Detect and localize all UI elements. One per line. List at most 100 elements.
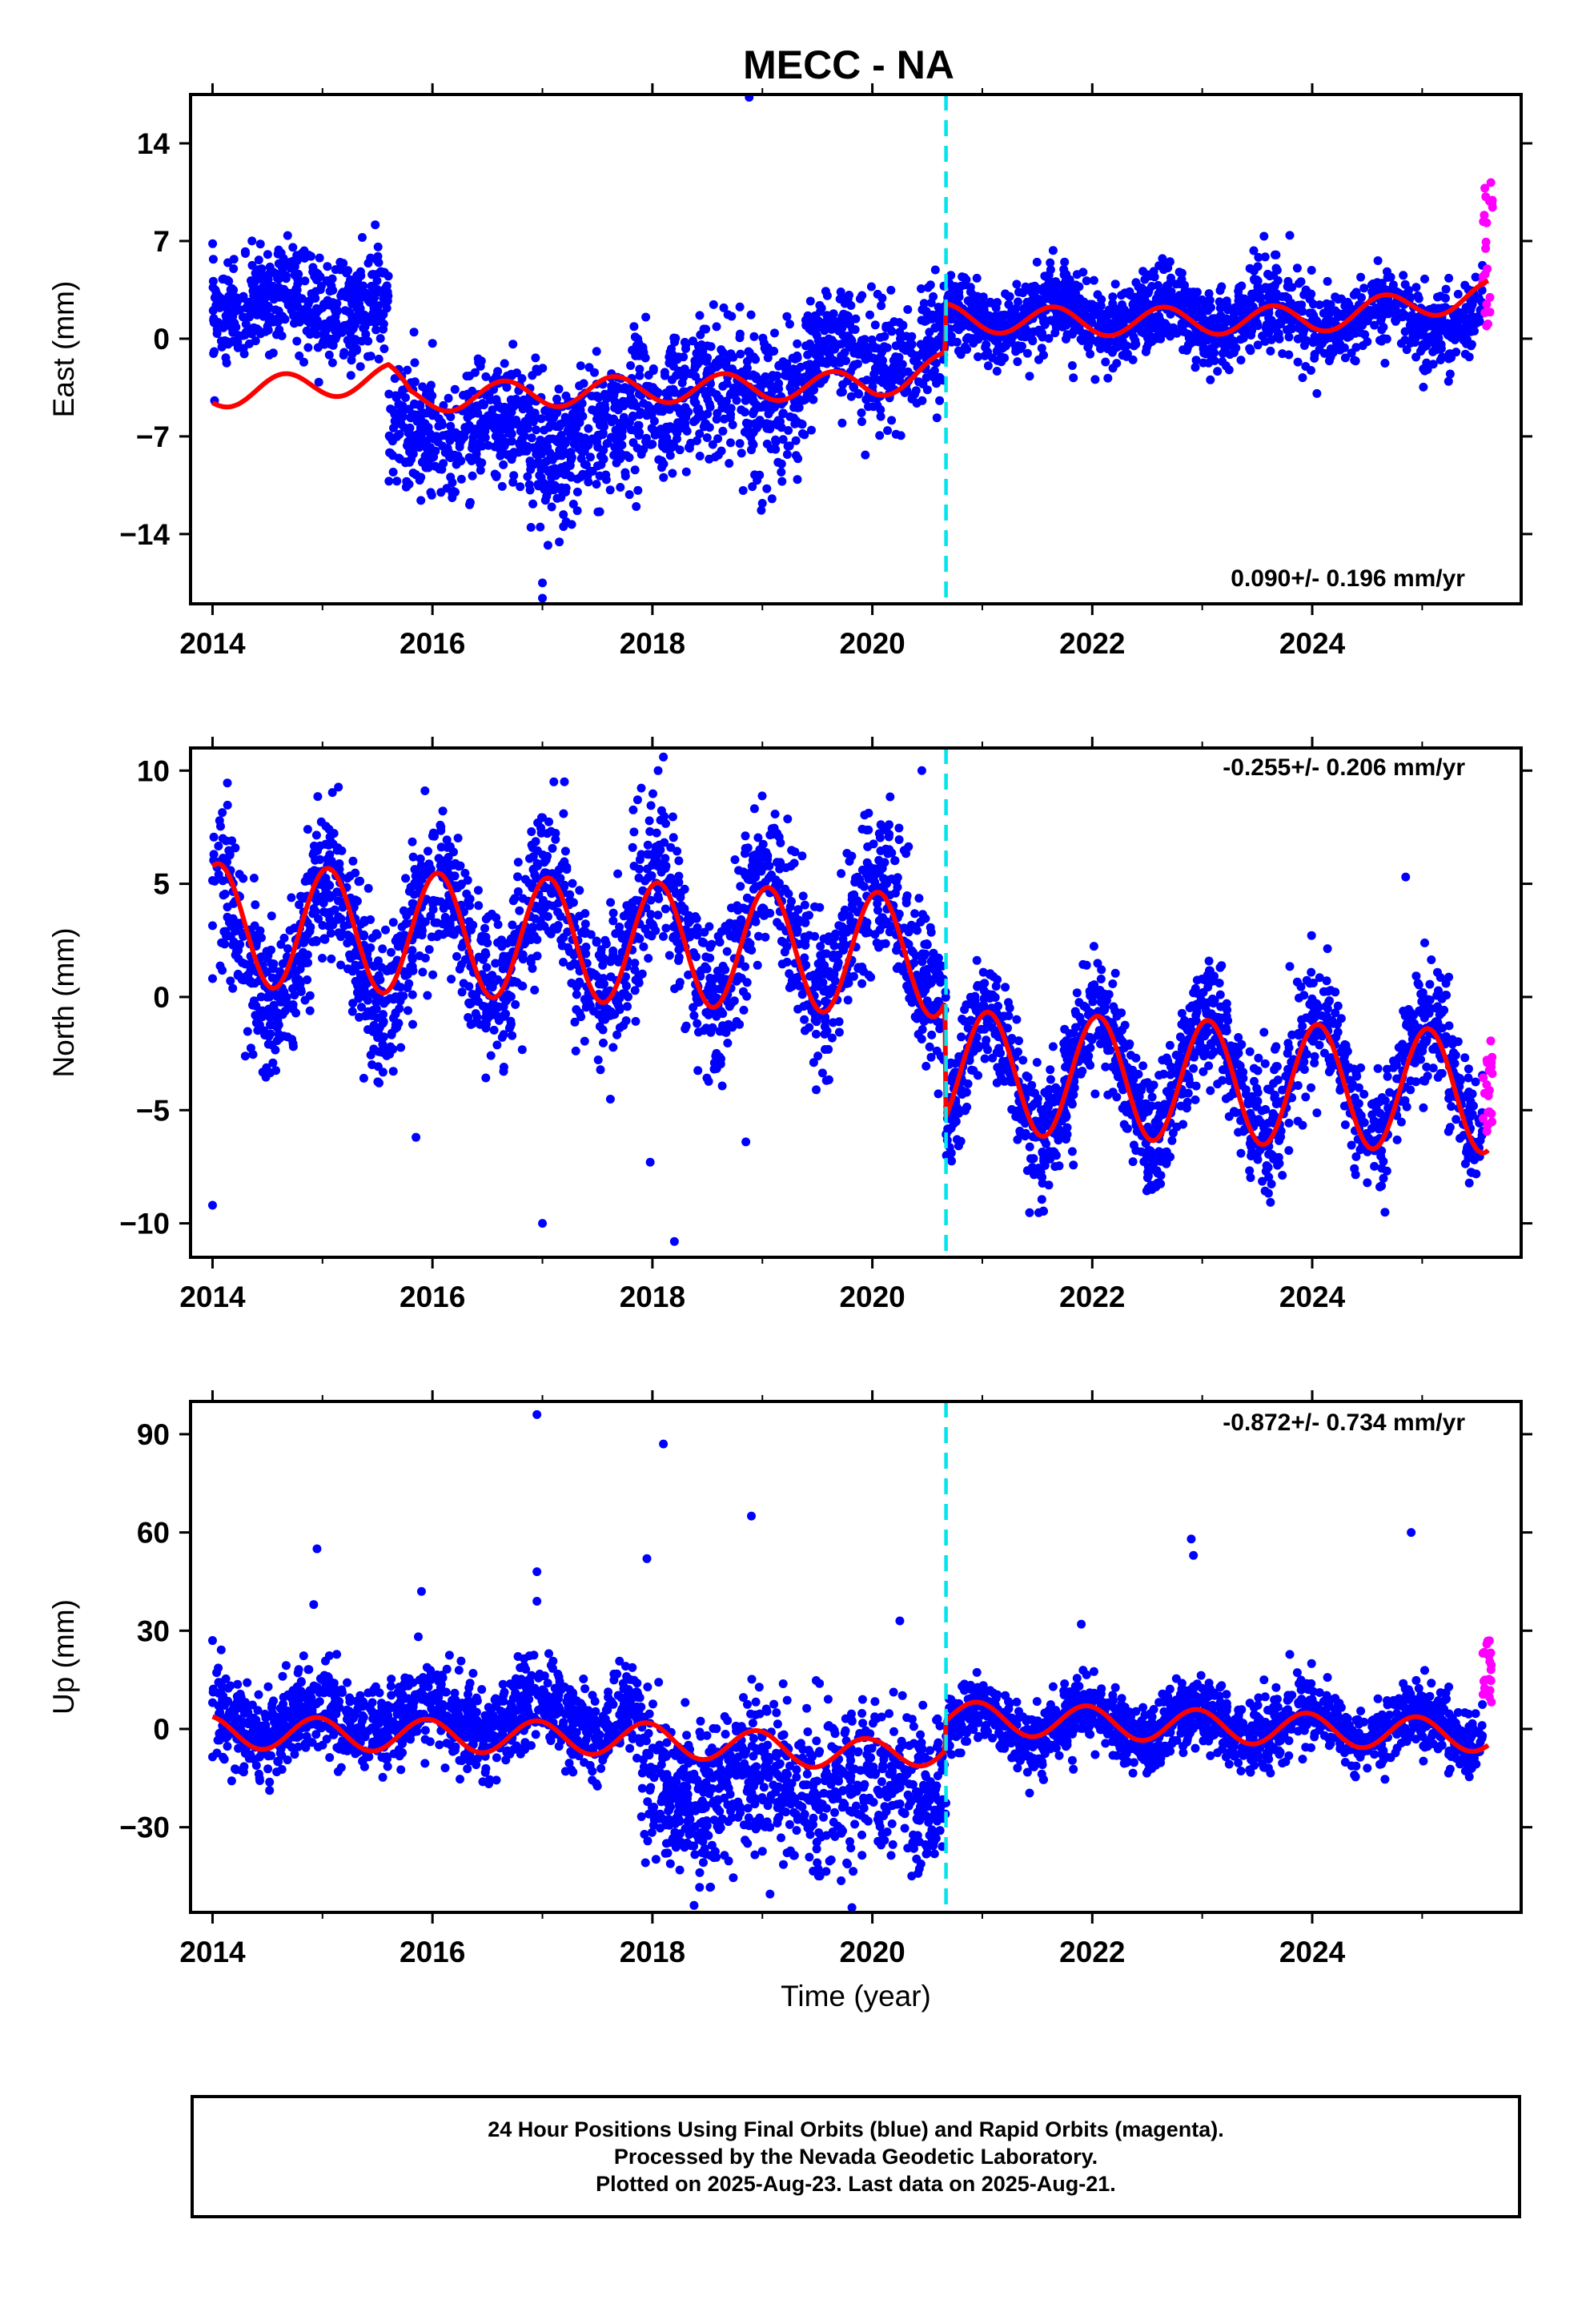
final-point	[876, 412, 885, 421]
final-point	[1120, 342, 1130, 352]
final-point	[403, 365, 412, 375]
final-point	[305, 1006, 315, 1015]
final-point	[1162, 281, 1171, 291]
final-point	[875, 431, 885, 440]
final-point	[408, 1019, 417, 1029]
final-point	[767, 382, 776, 392]
final-point	[718, 381, 728, 391]
final-point	[836, 388, 845, 397]
final-point	[584, 477, 593, 487]
final-point	[668, 812, 677, 822]
final-point	[726, 388, 736, 398]
final-point	[628, 438, 638, 448]
final-point	[790, 847, 800, 857]
final-point	[512, 419, 520, 428]
final-point	[299, 357, 308, 367]
final-point	[401, 393, 410, 402]
final-point	[1444, 273, 1454, 283]
final-point	[424, 463, 433, 472]
final-point	[384, 431, 394, 440]
final-point	[838, 935, 848, 944]
final-point	[416, 854, 425, 863]
final-point	[1434, 304, 1443, 313]
east-rapid-points	[1478, 178, 1497, 331]
final-point	[1460, 280, 1470, 290]
final-point	[464, 452, 474, 462]
final-point	[1151, 334, 1161, 344]
final-point	[394, 1019, 404, 1028]
final-point	[643, 850, 652, 859]
final-point	[874, 855, 884, 865]
final-point	[619, 384, 628, 394]
final-point	[431, 446, 440, 456]
final-point	[1097, 295, 1106, 304]
final-point	[635, 410, 644, 420]
final-point	[245, 312, 254, 322]
final-point	[1012, 279, 1022, 289]
final-point	[1046, 265, 1055, 275]
final-point	[1143, 331, 1153, 340]
final-point	[1375, 279, 1384, 288]
final-point	[575, 886, 584, 895]
final-point	[240, 247, 250, 256]
final-point	[416, 496, 426, 505]
final-point	[791, 436, 801, 445]
final-point	[532, 846, 542, 855]
final-point	[461, 427, 470, 436]
final-point	[643, 840, 652, 850]
rapid-point	[1480, 183, 1490, 193]
final-point	[705, 943, 715, 952]
final-point	[530, 408, 540, 418]
final-point	[641, 312, 651, 322]
final-point	[590, 368, 599, 377]
final-point	[1198, 295, 1207, 304]
x-tick-label: 2022	[1059, 627, 1125, 660]
final-point	[635, 371, 644, 380]
final-point	[648, 919, 657, 929]
final-point	[640, 876, 650, 886]
final-point	[1253, 282, 1263, 292]
final-point	[873, 400, 882, 410]
final-point	[840, 299, 849, 308]
final-point	[841, 356, 851, 365]
final-point	[465, 895, 475, 903]
final-point	[1275, 318, 1284, 328]
final-point	[571, 1046, 580, 1055]
final-point	[898, 320, 908, 330]
final-point	[749, 440, 758, 449]
final-point	[1379, 323, 1388, 332]
final-point	[1071, 288, 1080, 298]
final-point	[659, 472, 669, 482]
final-point	[894, 372, 903, 381]
final-point	[1062, 296, 1071, 306]
final-point	[258, 271, 267, 280]
final-point	[1070, 320, 1079, 330]
final-point	[401, 457, 411, 467]
final-point	[1179, 327, 1189, 336]
rapid-point	[1481, 243, 1491, 253]
final-point	[1144, 300, 1154, 310]
final-point	[1199, 343, 1208, 352]
final-point	[437, 464, 447, 474]
final-point	[554, 384, 564, 394]
final-point	[762, 484, 772, 493]
final-point	[407, 431, 416, 440]
final-point	[1059, 270, 1069, 279]
final-point	[608, 908, 618, 918]
final-point	[644, 371, 653, 380]
final-point	[392, 476, 402, 486]
final-point	[1411, 352, 1421, 362]
final-point	[536, 414, 546, 424]
final-point	[629, 400, 638, 410]
final-point	[992, 367, 1002, 376]
final-point	[592, 480, 601, 489]
rapid-point	[1485, 308, 1495, 317]
final-point	[371, 325, 381, 335]
final-point	[210, 347, 219, 356]
final-point	[810, 328, 820, 337]
final-point	[1271, 250, 1281, 259]
final-point	[705, 454, 714, 464]
final-point	[580, 1036, 589, 1046]
final-point	[575, 979, 584, 988]
final-point	[903, 367, 913, 376]
